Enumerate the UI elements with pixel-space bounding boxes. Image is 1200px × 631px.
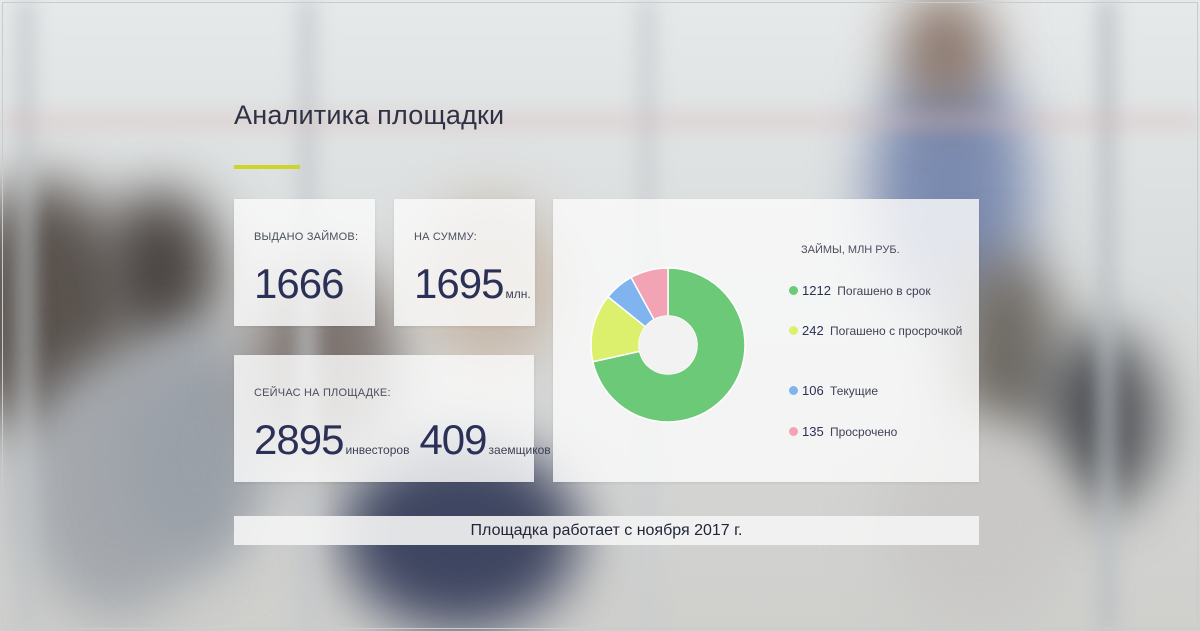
issued-loans-value: 1666: [254, 260, 344, 307]
investors-unit: инвесторов: [345, 443, 410, 457]
legend-item: 106 Текущие: [789, 381, 878, 401]
legend-label: Погашено с просрочкой: [830, 324, 963, 338]
legend-dot: [789, 386, 798, 395]
legend-label: Просрочено: [830, 425, 898, 439]
loans-sum-unit: млн.: [505, 287, 531, 301]
legend-value: 106: [802, 383, 824, 398]
platform-now-card: СЕЙЧАС НА ПЛОЩАДКЕ: 2895 инвесторов 409 …: [234, 355, 551, 482]
investors-value: 2895: [254, 416, 344, 463]
borrowers-unit: заемщиков: [488, 443, 551, 457]
platform-since-banner: Площадка работает с ноября 2017 г.: [234, 516, 979, 545]
loans-chart-card: ЗАЙМЫ, МЛН РУБ. 1212 Погашено в срок 242…: [553, 199, 979, 482]
donut-slice-0: [591, 267, 746, 423]
legend-item: 1212 Погашено в срок: [789, 281, 931, 301]
loans-sum-label: НА СУММУ:: [414, 231, 477, 243]
loans-sum-card: НА СУММУ: 1695 млн.: [394, 199, 535, 326]
legend-item: 242 Погашено с просрочкой: [789, 321, 962, 341]
chart-title: ЗАЙМЫ, МЛН РУБ.: [801, 244, 900, 256]
borrowers-value: 409: [419, 416, 487, 463]
loans-sum-value: 1695: [414, 260, 504, 307]
title-underline: [234, 165, 300, 169]
legend-label: Погашено в срок: [837, 284, 931, 298]
page-title: Аналитика площадки: [234, 100, 505, 130]
legend-dot: [789, 427, 798, 436]
donut-hole: [639, 316, 697, 374]
issued-loans-label: ВЫДАНО ЗАЙМОВ:: [254, 231, 359, 243]
donut-chart: [590, 267, 746, 423]
legend-value: 1212: [802, 283, 831, 298]
legend-value: 242: [802, 323, 824, 338]
legend-item: 135 Просрочено: [789, 422, 897, 442]
legend-dot: [789, 286, 798, 295]
issued-loans-card: ВЫДАНО ЗАЙМОВ: 1666: [234, 199, 375, 326]
platform-now-label: СЕЙЧАС НА ПЛОЩАДКЕ:: [254, 387, 391, 399]
legend-label: Текущие: [830, 384, 879, 398]
legend-dot: [789, 326, 798, 335]
legend-value: 135: [802, 424, 824, 439]
